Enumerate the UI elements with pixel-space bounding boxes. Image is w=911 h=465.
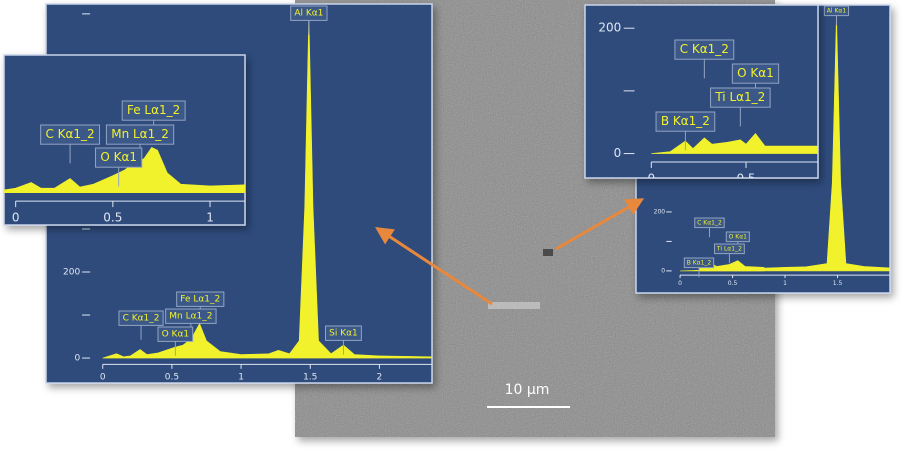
peak-label: Ti Lα1_2 xyxy=(716,245,742,252)
plot-area: 0 200 0 0.5 C Kα1_2 O Kα1 Ti Lα1_2 B Kα1_2 xyxy=(598,21,818,185)
peak-label: C Kα1_2 xyxy=(680,42,729,56)
y-tick-label: 0 xyxy=(661,267,665,274)
spectrum-panel: 0 0.5 1 Fe Lα1_2 C Kα1_2 Mn Lα1_2 O Kα1 xyxy=(3,54,246,226)
plot-area: 0 200 0 0.5 1 1.5 2 Al Kα1 Fe Lα1_2 Mn Lα1_2 C Kα1… xyxy=(63,5,432,382)
x-tick-label: 0.5 xyxy=(165,372,179,382)
arrow xyxy=(555,198,645,251)
x-tick-label: 0 xyxy=(100,372,106,382)
spectrum-panel: 0 200 0 0.5 C Kα1_2 O Kα1 Ti Lα1_2 B Kα1_2 xyxy=(584,4,819,185)
y-tick-label: 200 xyxy=(598,21,621,35)
plot-area: 0 200 0 0.5 1 1.5 Al Kα1 C Kα1_2 O Kα1 Ti Lα1_2 B … xyxy=(654,5,890,287)
x-tick-label: 0.5 xyxy=(736,171,755,185)
peak-label: C Kα1_2 xyxy=(123,314,160,324)
peak-label: O Kα1 xyxy=(737,66,774,80)
spectrum xyxy=(680,14,890,272)
peak-label: C Kα1_2 xyxy=(697,219,722,226)
scale-bar-label: 10 µm xyxy=(505,382,550,398)
x-tick-label: 1 xyxy=(783,280,787,287)
spectrum xyxy=(651,133,818,154)
y-tick-label: 200 xyxy=(654,208,666,215)
x-tick-label: 1.5 xyxy=(833,280,843,287)
peak-label: Fe Lα1_2 xyxy=(180,295,220,305)
peak-label: Al Kα1 xyxy=(294,9,323,19)
peak-label: Al Kα1 xyxy=(827,7,847,14)
y-tick-label: 0 xyxy=(614,146,622,160)
peak-label: O Kα1 xyxy=(162,330,190,340)
x-tick-label: 1.5 xyxy=(303,372,317,382)
y-tick-label: 200 xyxy=(63,268,80,278)
arrow xyxy=(374,227,493,306)
peak-label: C Kα1_2 xyxy=(45,127,94,141)
y-tick-label: 0 xyxy=(74,354,80,364)
peak-label: O Kα1 xyxy=(729,233,748,240)
x-tick-label: 0.5 xyxy=(103,210,122,224)
x-tick-label: 0 xyxy=(12,210,20,224)
plot-area: 0 0.5 1 Fe Lα1_2 C Kα1_2 Mn Lα1_2 O Kα1 xyxy=(4,100,245,224)
peak-label: B Kα1_2 xyxy=(687,259,712,266)
spectra: 0 200 0 0.5 1 1.5 2 Al Kα1 Fe Lα1_2 Mn Lα1_2 C Kα1… xyxy=(3,3,891,384)
x-tick-label: 0.5 xyxy=(728,280,738,287)
peak-label: O Kα1 xyxy=(100,150,137,164)
peak-label: B Kα1_2 xyxy=(661,114,710,128)
x-tick-label: 1 xyxy=(206,210,214,224)
spectrum xyxy=(4,146,245,193)
x-tick-label: 2 xyxy=(377,372,383,382)
peak-label: Mn Lα1_2 xyxy=(111,127,169,141)
peak-label: Fe Lα1_2 xyxy=(127,103,180,117)
peak-label: Mn Lα1_2 xyxy=(169,312,212,322)
peak-label: Si Kα1 xyxy=(329,329,358,339)
x-tick-label: 1 xyxy=(238,372,244,382)
x-tick-label: 0 xyxy=(647,171,655,185)
spectrum xyxy=(102,13,432,359)
x-tick-label: 0 xyxy=(678,280,682,287)
peak-label: Ti Lα1_2 xyxy=(714,90,765,104)
